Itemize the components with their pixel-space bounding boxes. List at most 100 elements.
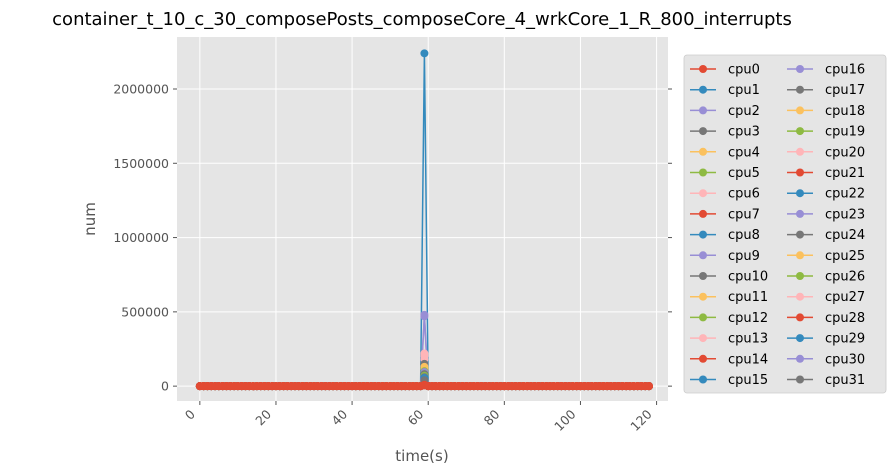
- legend-label: cpu17: [825, 83, 865, 98]
- legend-swatch-marker: [796, 65, 804, 73]
- legend-label: cpu13: [728, 332, 768, 347]
- legend-entry-cpu1: cpu1: [690, 83, 760, 98]
- legend-label: cpu29: [825, 332, 865, 347]
- x-tick-label: 120: [627, 406, 655, 434]
- legend-label: cpu12: [728, 311, 768, 326]
- x-tick-label: 60: [404, 406, 426, 428]
- y-tick-label: 2000000: [113, 82, 169, 97]
- legend-swatch-marker: [796, 375, 804, 384]
- y-axis-label: num: [81, 202, 99, 236]
- legend-label: cpu6: [728, 187, 760, 202]
- legend-swatch-marker: [796, 230, 804, 239]
- legend-entry-cpu17: cpu17: [787, 83, 865, 98]
- legend-swatch-marker: [796, 85, 804, 94]
- legend-label: cpu3: [728, 125, 760, 140]
- legend-swatch-marker: [699, 106, 707, 115]
- x-tick-label: 20: [252, 406, 274, 428]
- legend-label: cpu7: [728, 207, 760, 222]
- legend-entry-cpu20: cpu20: [787, 145, 865, 160]
- legend-swatch-marker: [699, 189, 707, 198]
- x-tick-label: 80: [481, 406, 503, 428]
- legend-entry-cpu21: cpu21: [787, 166, 865, 181]
- legend-label: cpu25: [825, 249, 865, 264]
- legend-label: cpu0: [728, 63, 760, 78]
- legend-label: cpu2: [728, 104, 760, 119]
- x-axis-label: time(s): [395, 447, 448, 465]
- legend-swatch-marker: [699, 65, 707, 73]
- x-tick-label: 40: [328, 406, 350, 428]
- legend-label: cpu28: [825, 311, 865, 326]
- legend-swatch-marker: [699, 292, 707, 301]
- legend-label: cpu4: [728, 145, 760, 160]
- legend-entry-cpu9: cpu9: [690, 249, 760, 264]
- legend-label: cpu14: [728, 352, 768, 367]
- legend-entry-cpu30: cpu30: [787, 352, 865, 367]
- y-tick-label: 500000: [121, 304, 169, 319]
- legend-swatch-marker: [699, 147, 707, 156]
- legend-frame: [683, 54, 887, 394]
- x-tick-label: 100: [551, 406, 579, 434]
- chart-title: container_t_10_c_30_composePosts_compose…: [52, 9, 792, 30]
- legend-swatch-marker: [699, 127, 707, 136]
- legend-entry-cpu5: cpu5: [690, 166, 760, 181]
- legend-swatch-marker: [796, 313, 804, 322]
- legend-entry-cpu26: cpu26: [787, 270, 865, 285]
- legend-label: cpu21: [825, 166, 865, 181]
- legend-label: cpu5: [728, 166, 760, 181]
- legend-label: cpu24: [825, 228, 865, 243]
- legend-swatch-marker: [796, 127, 804, 136]
- y-tick-label: 0: [161, 379, 169, 394]
- legend-entry-cpu31: cpu31: [787, 373, 865, 388]
- legend-entry-cpu27: cpu27: [787, 290, 865, 305]
- legend-swatch-marker: [699, 354, 707, 363]
- legend: cpu0 cpu1 cpu2 cpu3 cpu4 cpu5 cpu6 cpu7 cpu8 cpu9…: [683, 54, 887, 394]
- legend-label: cpu22: [825, 187, 865, 202]
- legend-swatch-marker: [796, 251, 804, 260]
- legend-label: cpu18: [825, 104, 865, 119]
- legend-label: cpu10: [728, 270, 768, 285]
- legend-swatch-marker: [796, 168, 804, 177]
- legend-entry-cpu23: cpu23: [787, 207, 865, 222]
- legend-label: cpu19: [825, 125, 865, 140]
- legend-swatch-marker: [699, 313, 707, 322]
- legend-entry-cpu24: cpu24: [787, 228, 865, 243]
- legend-label: cpu30: [825, 352, 865, 367]
- legend-entry-cpu8: cpu8: [690, 228, 760, 243]
- legend-entry-cpu10: cpu10: [690, 270, 768, 285]
- legend-entry-cpu25: cpu25: [787, 249, 865, 264]
- legend-swatch-marker: [796, 189, 804, 198]
- legend-label: cpu1: [728, 83, 760, 98]
- legend-entry-cpu29: cpu29: [787, 332, 865, 347]
- x-tick-label: 0: [182, 406, 198, 422]
- legend-label: cpu16: [825, 63, 865, 78]
- legend-label: cpu11: [728, 290, 768, 305]
- legend-entry-cpu12: cpu12: [690, 311, 768, 326]
- legend-entry-cpu2: cpu2: [690, 104, 760, 119]
- legend-label: cpu23: [825, 207, 865, 222]
- legend-entry-cpu3: cpu3: [690, 125, 760, 140]
- y-tick-label: 1500000: [113, 156, 169, 171]
- legend-swatch-marker: [699, 272, 707, 280]
- legend-entry-cpu13: cpu13: [690, 332, 768, 347]
- legend-swatch-marker: [699, 230, 707, 239]
- legend-label: cpu26: [825, 270, 865, 285]
- series-cpu7: [195, 381, 653, 391]
- legend-entry-cpu22: cpu22: [787, 187, 865, 202]
- legend-swatch-marker: [796, 209, 804, 218]
- legend-swatch-marker: [796, 354, 804, 363]
- y-tick-label: 1000000: [113, 230, 169, 245]
- legend-swatch-marker: [796, 292, 804, 301]
- legend-entry-cpu16: cpu16: [787, 63, 865, 78]
- legend-label: cpu9: [728, 249, 760, 264]
- legend-entry-cpu28: cpu28: [787, 311, 865, 326]
- legend-entry-cpu15: cpu15: [690, 373, 768, 388]
- legend-label: cpu8: [728, 228, 760, 243]
- legend-entry-cpu4: cpu4: [690, 145, 760, 160]
- data-point: [420, 312, 429, 321]
- legend-label: cpu27: [825, 290, 865, 305]
- legend-swatch-marker: [699, 85, 707, 94]
- legend-entry-cpu11: cpu11: [690, 290, 768, 305]
- legend-entry-cpu18: cpu18: [787, 104, 865, 119]
